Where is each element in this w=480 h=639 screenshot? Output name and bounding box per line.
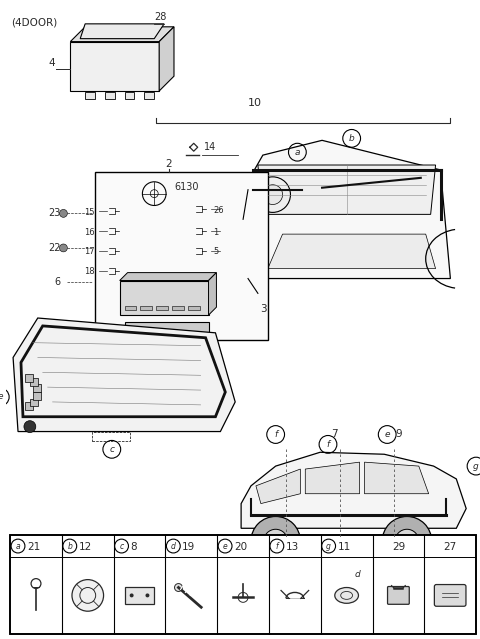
Bar xyxy=(125,306,136,310)
Bar xyxy=(120,281,208,315)
Text: f: f xyxy=(326,440,330,449)
Circle shape xyxy=(264,529,288,553)
Text: a: a xyxy=(16,541,20,551)
Polygon shape xyxy=(258,165,435,214)
FancyBboxPatch shape xyxy=(85,92,95,99)
Text: 5: 5 xyxy=(214,247,219,256)
Text: 1: 1 xyxy=(214,227,219,236)
Circle shape xyxy=(251,516,300,566)
Bar xyxy=(156,306,168,310)
Text: f: f xyxy=(276,541,278,551)
Text: 14: 14 xyxy=(204,142,216,152)
Polygon shape xyxy=(364,462,429,494)
Polygon shape xyxy=(305,462,360,494)
Text: 26: 26 xyxy=(214,206,224,215)
FancyBboxPatch shape xyxy=(125,587,155,604)
Text: f: f xyxy=(274,430,277,439)
Text: 17: 17 xyxy=(84,247,95,256)
Text: 22: 22 xyxy=(48,243,60,253)
Text: g: g xyxy=(326,541,331,551)
Circle shape xyxy=(175,583,182,592)
Polygon shape xyxy=(13,318,235,431)
Polygon shape xyxy=(208,273,216,315)
FancyBboxPatch shape xyxy=(125,92,134,99)
Polygon shape xyxy=(243,141,450,279)
Text: c: c xyxy=(109,445,114,454)
Circle shape xyxy=(60,244,67,252)
Circle shape xyxy=(60,210,67,217)
Circle shape xyxy=(24,420,36,433)
Text: 19: 19 xyxy=(182,542,195,552)
Circle shape xyxy=(145,594,149,597)
Polygon shape xyxy=(268,234,435,268)
Circle shape xyxy=(395,529,419,553)
FancyBboxPatch shape xyxy=(25,374,33,381)
Text: 29: 29 xyxy=(392,542,405,552)
Text: 6130: 6130 xyxy=(174,181,199,192)
FancyBboxPatch shape xyxy=(105,92,115,99)
Text: c: c xyxy=(120,541,124,551)
Text: 10: 10 xyxy=(248,98,262,108)
Text: 7: 7 xyxy=(332,429,338,440)
FancyBboxPatch shape xyxy=(34,392,41,400)
Text: 12: 12 xyxy=(79,542,92,552)
Circle shape xyxy=(72,580,104,611)
Text: 4: 4 xyxy=(48,58,55,68)
Bar xyxy=(172,306,184,310)
Text: 13: 13 xyxy=(286,542,299,552)
Text: 9: 9 xyxy=(396,429,402,440)
Polygon shape xyxy=(256,469,300,504)
Bar xyxy=(92,431,130,442)
Text: 27: 27 xyxy=(444,542,457,552)
Bar xyxy=(141,306,152,310)
Bar xyxy=(10,535,476,634)
Text: e: e xyxy=(384,430,390,439)
Circle shape xyxy=(130,594,133,597)
Polygon shape xyxy=(71,42,159,91)
Text: e: e xyxy=(223,541,228,551)
Text: 20: 20 xyxy=(234,542,247,552)
Text: 21: 21 xyxy=(27,542,40,552)
Text: b: b xyxy=(349,134,355,143)
Polygon shape xyxy=(71,27,174,42)
FancyBboxPatch shape xyxy=(144,92,154,99)
Polygon shape xyxy=(80,24,164,38)
FancyBboxPatch shape xyxy=(30,378,38,385)
Bar xyxy=(95,172,268,340)
Bar xyxy=(125,322,208,340)
FancyBboxPatch shape xyxy=(25,403,33,410)
Text: 18: 18 xyxy=(84,267,95,276)
Text: 3: 3 xyxy=(260,304,266,314)
Text: e: e xyxy=(0,392,3,401)
Bar xyxy=(10,535,476,634)
Text: 16: 16 xyxy=(84,227,95,236)
FancyBboxPatch shape xyxy=(434,585,466,606)
Text: 6: 6 xyxy=(54,277,60,288)
FancyBboxPatch shape xyxy=(34,384,41,392)
Text: d: d xyxy=(171,541,176,551)
Text: g: g xyxy=(473,461,479,470)
Ellipse shape xyxy=(335,587,359,603)
Text: b: b xyxy=(67,541,72,551)
FancyBboxPatch shape xyxy=(387,587,409,604)
Text: 23: 23 xyxy=(48,208,60,219)
Text: 11: 11 xyxy=(337,542,351,552)
Text: a: a xyxy=(295,148,300,157)
Text: 28: 28 xyxy=(154,12,167,22)
FancyBboxPatch shape xyxy=(30,399,38,406)
Text: 8: 8 xyxy=(131,542,137,552)
Polygon shape xyxy=(159,27,174,91)
Polygon shape xyxy=(241,452,466,528)
Circle shape xyxy=(263,185,283,204)
Circle shape xyxy=(382,516,432,566)
Text: d: d xyxy=(355,570,360,579)
Text: 15: 15 xyxy=(84,208,95,217)
Text: 2: 2 xyxy=(166,159,172,169)
Bar xyxy=(188,306,200,310)
Text: (4DOOR): (4DOOR) xyxy=(11,18,57,28)
Polygon shape xyxy=(120,273,216,281)
